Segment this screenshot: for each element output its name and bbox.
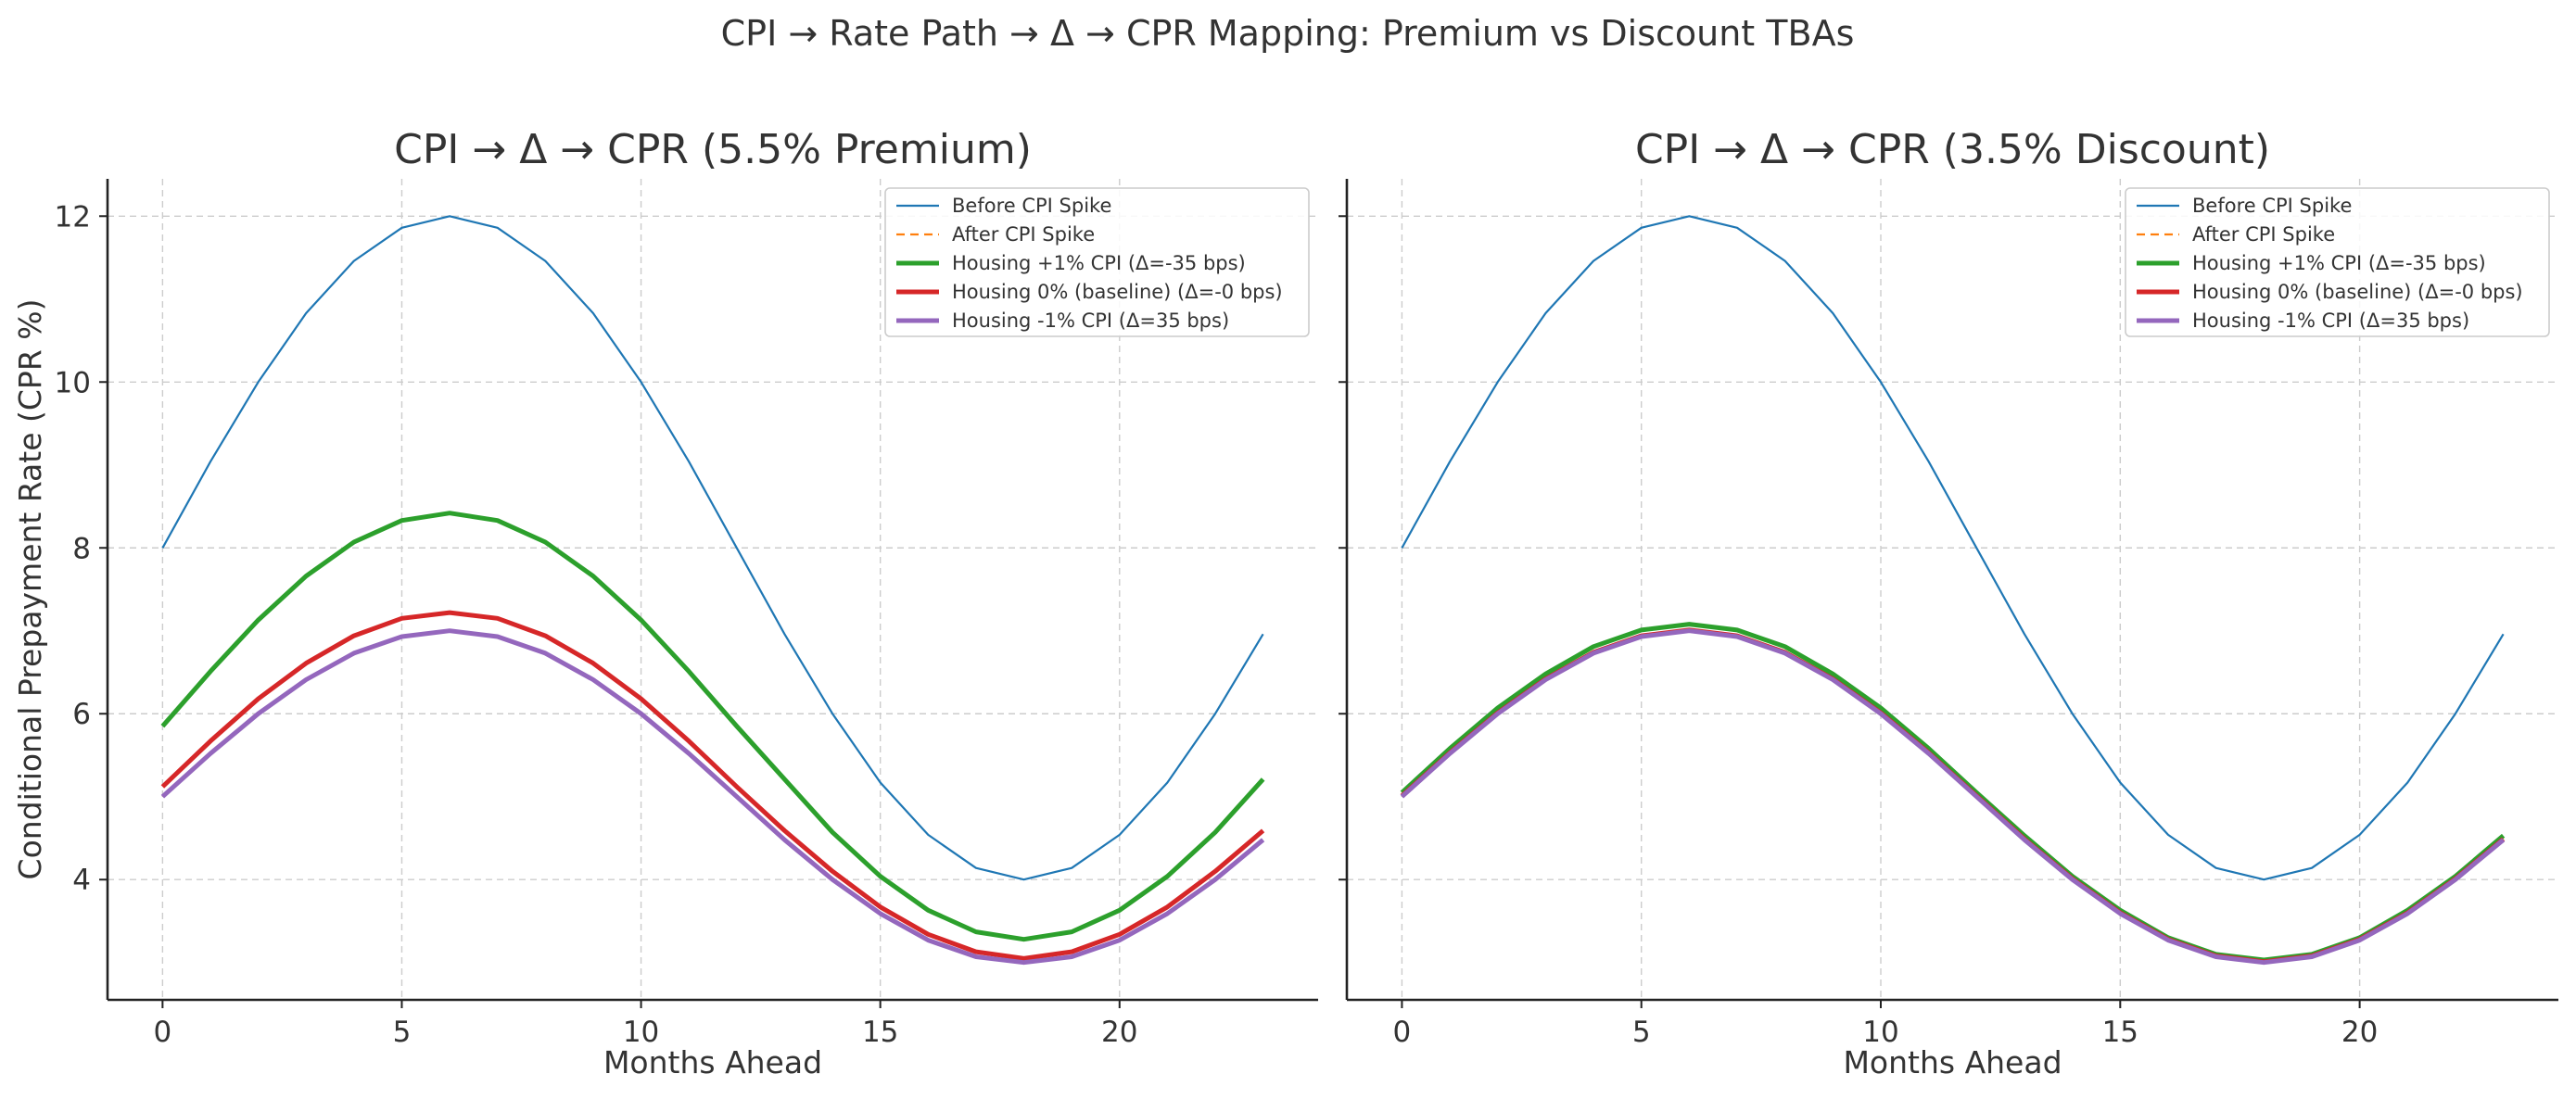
x-tick-label: 10	[623, 1016, 659, 1049]
x-tick-label: 0	[153, 1016, 171, 1049]
series-line-4	[1400, 627, 2506, 965]
series-line-5	[1400, 628, 2506, 966]
legend-entry-label: Housing -1% CPI (Δ=35 bps)	[2192, 309, 2469, 332]
x-tick-label: 10	[1862, 1016, 1898, 1049]
legend-frame	[884, 187, 1310, 337]
legend: Before CPI Spike After CPI Spike Housing +…	[2125, 187, 2550, 337]
series-line-3	[160, 511, 1265, 942]
legend-entry-label: Before CPI Spike	[2192, 195, 2352, 217]
x-axis-label: Months Ahead	[603, 1044, 822, 1080]
figure-suptitle: CPI → Rate Path → Δ → CPR Mapping: Premi…	[721, 13, 1855, 54]
chart-panel-1: 0 5 10 15 20 4 6 8 10 12 CPI → Δ → CPR (5.5% Premi…	[12, 126, 1318, 1080]
chart-title: CPI → Δ → CPR (3.5% Discount)	[1635, 126, 2270, 173]
x-tick-label: 15	[2102, 1016, 2138, 1049]
x-tick-label: 5	[393, 1016, 412, 1049]
y-tick-label: 4	[72, 864, 91, 897]
x-axis-label: Months Ahead	[1843, 1044, 2062, 1080]
x-tick-label: 0	[1393, 1016, 1412, 1049]
x-tick-label: 5	[1632, 1016, 1651, 1049]
x-tick-label: 20	[2341, 1016, 2378, 1049]
series-line-1	[161, 215, 1264, 881]
y-axis-label: Conditional Prepayment Rate (CPR %)	[12, 299, 48, 880]
legend-entry-label: Housing -1% CPI (Δ=35 bps)	[952, 309, 1229, 332]
x-tick-label: 20	[1101, 1016, 1137, 1049]
y-tick-label: 12	[55, 200, 91, 234]
series-line-2	[161, 629, 1264, 964]
series-line-4	[160, 610, 1265, 961]
chart-title: CPI → Δ → CPR (5.5% Premium)	[394, 126, 1032, 173]
legend-entry-label: Housing +1% CPI (Δ=-35 bps)	[2192, 252, 2486, 274]
series-line-5	[160, 628, 1265, 966]
legend-entry-label: Housing 0% (baseline) (Δ=-0 bps)	[952, 281, 1283, 303]
series-line-2	[1401, 629, 2505, 964]
y-tick-label: 8	[72, 532, 91, 565]
legend: Before CPI Spike After CPI Spike Housing +…	[884, 187, 1310, 337]
legend-entry-label: After CPI Spike	[952, 223, 1095, 246]
legend-entry-label: Before CPI Spike	[952, 195, 1111, 217]
legend-entry-label: Housing +1% CPI (Δ=-35 bps)	[952, 252, 1246, 274]
y-tick-label: 6	[72, 698, 91, 731]
chart-panel-2: 0 5 10 15 20 CPI → Δ → CPR (3.5% Discount) Mon…	[1339, 126, 2558, 1080]
series-line-1	[1401, 215, 2505, 881]
series-line-3	[1400, 622, 2506, 963]
legend-frame	[2125, 187, 2550, 337]
y-tick-label: 10	[55, 366, 91, 399]
x-tick-label: 15	[862, 1016, 898, 1049]
legend-entry-label: Housing 0% (baseline) (Δ=-0 bps)	[2192, 281, 2523, 303]
legend-entry-label: After CPI Spike	[2192, 223, 2335, 246]
